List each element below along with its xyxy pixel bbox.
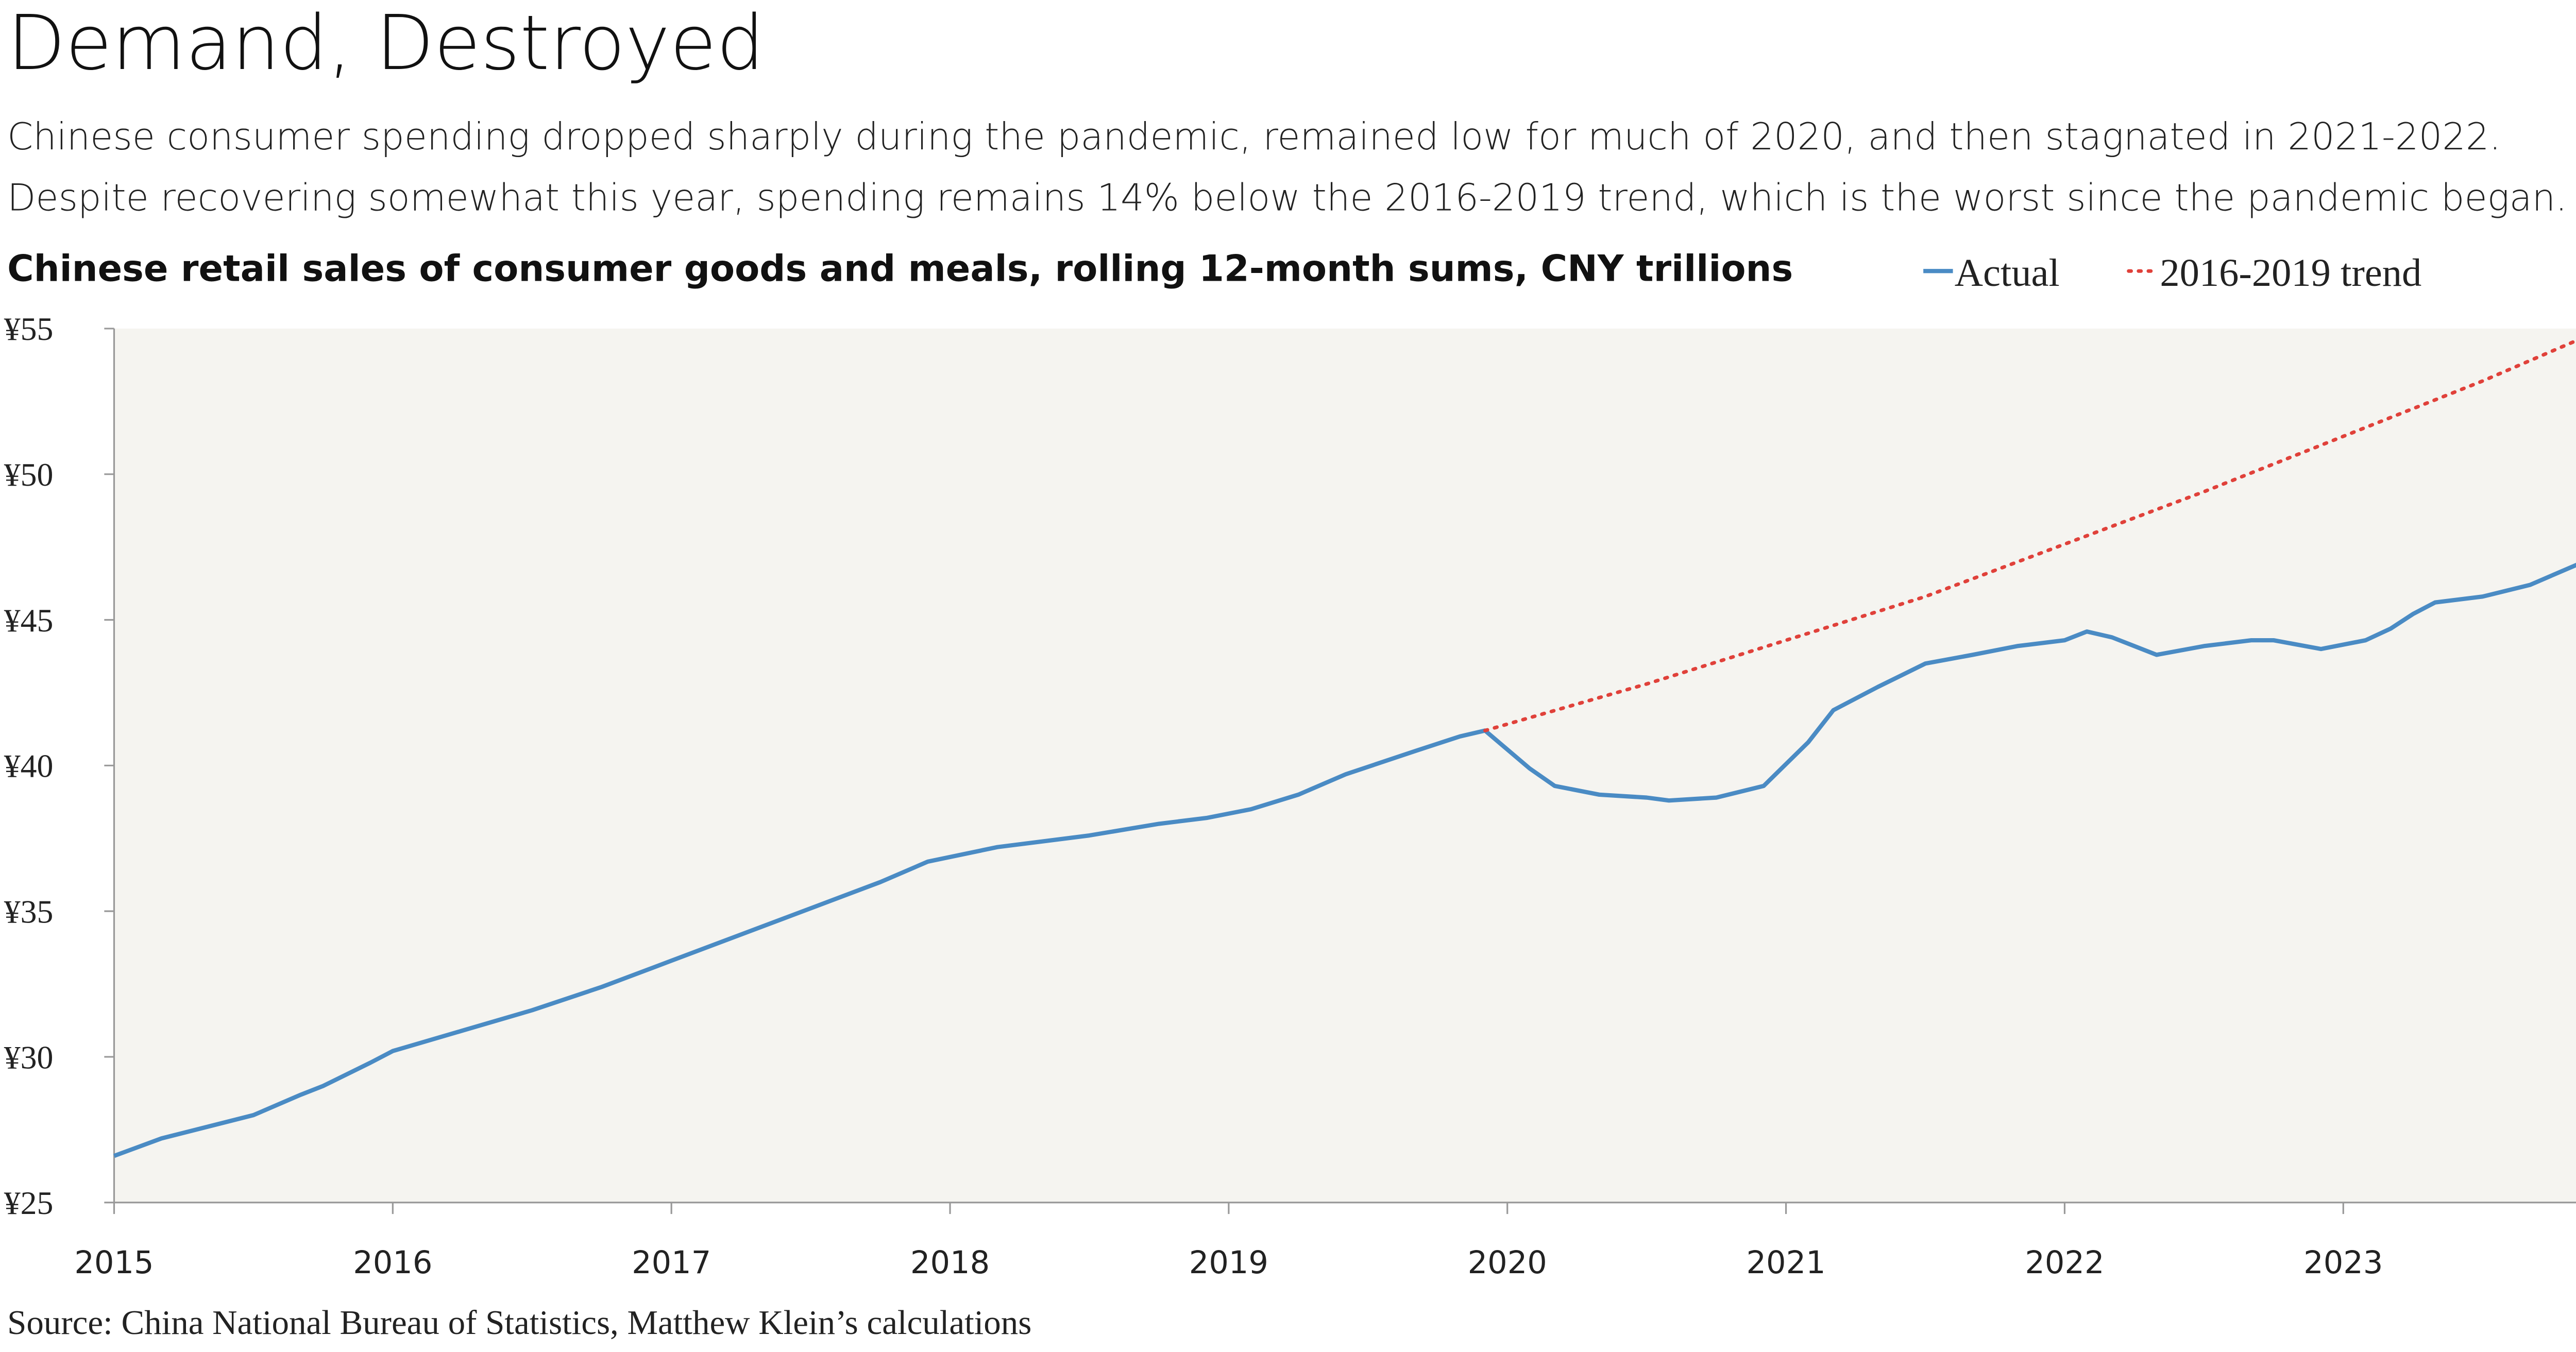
chart-subtitle: Chinese consumer spending dropped sharpl… [7,116,2567,220]
legend-label: Actual [1955,251,2060,295]
x-tick-label: 2018 [910,1245,990,1281]
x-tick-label: 2019 [1189,1245,1268,1281]
y-tick-label: ¥25 [4,1185,54,1221]
legend-label: 2016-2019 trend [2160,251,2421,295]
y-tick-label: ¥45 [4,602,54,639]
y-axis-title: Chinese retail sales of consumer goods a… [7,247,1793,289]
x-tick-label: 2020 [1468,1245,1547,1281]
y-tick-label: ¥35 [4,893,54,930]
y-tick-label: ¥50 [4,456,54,493]
x-tick-label: 2016 [353,1245,432,1281]
line-series [113,562,2576,1158]
y-tick-label: ¥30 [4,1039,54,1075]
legend-item: 2016-2019 trend [2127,251,2421,295]
source-note: Source: China National Bureau of Statist… [7,1304,1031,1342]
x-tick-label: 2022 [2025,1245,2104,1281]
y-tick-label: ¥40 [4,748,54,784]
legend-item: Actual [1923,251,2060,295]
x-tick-label: 2023 [2303,1245,2383,1281]
x-tick-label: 2015 [74,1245,154,1281]
chart-title: Demand, Destroyed [7,0,765,87]
y-tick-label: ¥55 [4,311,54,347]
x-tick-label: 2017 [632,1245,711,1281]
plot-area [114,328,2576,1203]
line-series [1483,338,2576,732]
x-tick-label: 2021 [1746,1245,1825,1281]
subtitle-box: Chinese consumer spending dropped sharpl… [7,116,2567,220]
